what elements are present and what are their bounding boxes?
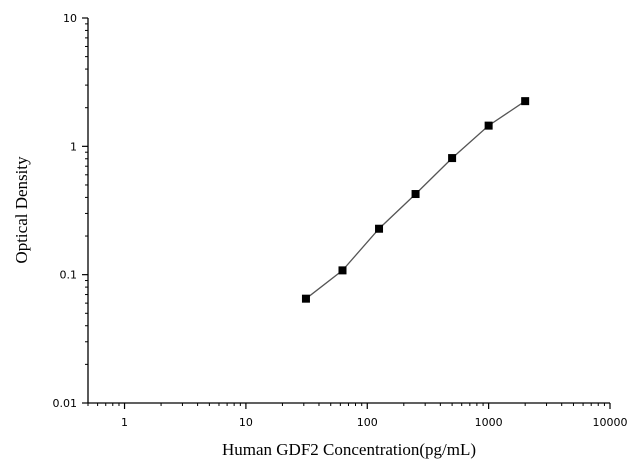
data-point [375,224,384,233]
y-tick-label: 0.01 [53,397,78,410]
x-tick-label: 10000 [593,416,627,429]
data-point [521,97,530,106]
y-axis-title: Optical Density [12,156,31,264]
data-points [301,97,530,303]
x-tick-label: 100 [357,416,378,429]
x-tick-label: 1000 [475,416,503,429]
data-point [411,190,420,199]
y-tick-label: 0.1 [60,269,78,282]
x-axis-title: Human GDF2 Concentration(pg/mL) [222,440,476,459]
data-point [301,294,310,303]
y-tick-label: 10 [63,12,77,25]
axis-ticks: 1 10 100 1000 10000 0.01 0.1 1 10 [53,12,627,429]
data-point [448,154,457,163]
data-point [484,121,493,130]
x-tick-label: 1 [121,416,128,429]
data-point [338,266,347,275]
y-tick-label: 1 [70,140,77,153]
x-tick-label: 10 [239,416,253,429]
